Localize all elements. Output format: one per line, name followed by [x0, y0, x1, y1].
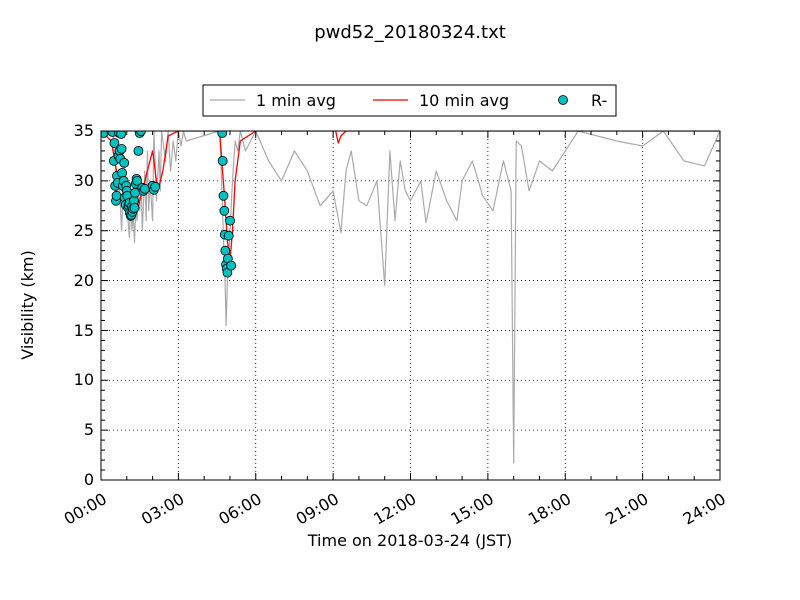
x-tick-label: 18:00: [525, 489, 574, 529]
x-tick-label: 00:00: [61, 489, 110, 529]
scatter-point-r: [111, 190, 122, 201]
x-tick-label: 06:00: [215, 489, 264, 529]
scatter-point-r: [136, 131, 146, 136]
x-tick-labels: 00:00 03:00 06:00 09:00 12:00 15:00 18:0…: [61, 489, 729, 529]
y-tick-label: 25: [74, 221, 94, 240]
scatter-point-r: [132, 175, 143, 186]
scatter-point-r: [117, 167, 127, 178]
ticks: [100, 130, 721, 481]
y-tick-label: 30: [74, 171, 94, 190]
y-tick-label: 5: [84, 420, 94, 439]
scatter-point-r: [101, 131, 109, 138]
scatter-point-r: [116, 131, 126, 139]
scatter-point-r: [217, 131, 228, 138]
legend-box: [202, 84, 617, 117]
y-tick-label: 35: [74, 121, 94, 140]
y-tick-label: 15: [74, 321, 94, 340]
legend-marker-r: [558, 95, 568, 105]
series-layer: [101, 131, 720, 464]
y-tick-label: 20: [74, 271, 94, 290]
scatter-point-r: [223, 230, 234, 241]
x-tick-label: 24:00: [680, 489, 729, 529]
scatter-point-r: [219, 205, 230, 216]
plot-area: [100, 130, 721, 481]
y-tick-label: 10: [74, 370, 94, 389]
axes-background: [101, 131, 720, 480]
legend-label-1min: 1 min avg: [256, 91, 336, 110]
chart-title: pwd52_20180324.txt: [314, 22, 506, 43]
x-tick-label: 09:00: [293, 489, 342, 529]
scatter-point-r: [109, 138, 120, 148]
scatter-point-r: [150, 181, 161, 192]
scatter-point-r: [226, 260, 237, 271]
legend-label-10min: 10 min avg: [419, 91, 509, 110]
scatter-point-r: [225, 215, 235, 226]
x-axis-label: Time on 2018-03-24 (JST): [307, 531, 512, 550]
y-tick-labels: 0 5 10 15 20 25 30 35: [74, 121, 94, 489]
x-tick-label: 15:00: [447, 489, 496, 529]
y-axis-label: Visibility (km): [18, 250, 37, 359]
scatter-point-r: [218, 190, 229, 201]
x-tick-label: 12:00: [370, 489, 419, 529]
scatter-point-r: [217, 155, 228, 166]
legend-label-r: R-: [591, 91, 607, 110]
scatter-point-r: [119, 157, 130, 168]
y-tick-label: 0: [84, 470, 94, 489]
scatter-point-r: [129, 202, 140, 213]
legend: 1 min avg 10 min avg R-: [202, 84, 617, 117]
x-tick-label: 21:00: [602, 489, 651, 529]
x-tick-label: 03:00: [138, 489, 187, 529]
scatter-point-r: [116, 143, 127, 154]
scatter-point-r: [133, 145, 144, 156]
